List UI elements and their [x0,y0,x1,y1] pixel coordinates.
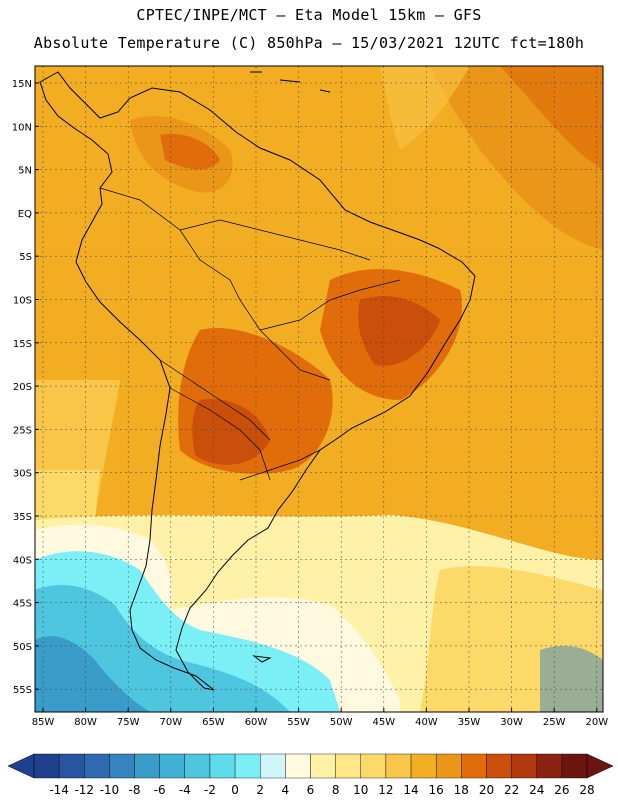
colorbar-label: -10 [100,783,120,797]
colorbar-swatch [58,753,85,779]
lon-label: 65W [202,717,225,728]
colorbar-label: 8 [332,783,340,797]
lon-label: 40W [415,717,438,728]
colorbar-swatch [134,753,160,779]
colorbar-label: 2 [256,783,264,797]
lon-label: 50W [330,717,353,728]
colorbar-swatch [335,753,361,779]
colorbar-swatch [84,753,110,779]
colorbar-swatch [561,753,588,779]
field-veryhot-north [160,133,220,170]
lon-label: 35W [458,717,481,728]
colorbar-label: -12 [74,783,94,797]
colorbar-label: 0 [231,783,239,797]
field-yellow-pacific [35,470,100,525]
colorbar-swatch [33,753,60,779]
colorbar-swatch [536,753,563,779]
border-4 [259,279,401,331]
lon-label: 30W [500,717,523,728]
colorbar-label: 26 [554,783,569,797]
colorbar-swatch [109,753,135,779]
colorbar-label: -6 [154,783,166,797]
colorbar-swatch [184,753,211,779]
colorbar-label: -14 [49,783,69,797]
lat-label: 5N [18,166,32,177]
colorbar-swatch [260,753,286,779]
lat-label: 10S [13,296,32,307]
lon-label: 75W [117,717,140,728]
colorbar-labels: -14 -12 -10 -8 -6 -4 -2 0 2 4 6 8 10 12 14 16 18 20 22 24 26… [49,783,594,797]
lon-label: 80W [74,717,97,728]
temperature-field [35,66,603,712]
colorbar-label: -4 [179,783,191,797]
lat-label: 30S [13,469,32,480]
lat-label: 55S [13,685,32,696]
lat-label: 5S [19,252,32,263]
lat-label: 20S [13,382,32,393]
colorbar-swatch [486,753,512,779]
field-cold-se [540,645,603,712]
colorbar-label: 28 [579,783,594,797]
lon-label: 45W [372,717,395,728]
border-1 [99,187,331,381]
colorbar-swatch [310,753,336,779]
colorbar-label: 4 [282,783,290,797]
lat-label: 15S [13,339,32,350]
colorbar-swatch [285,753,311,779]
field-cold-south [35,636,150,712]
lon-label: 55W [287,717,310,728]
colorbar-label: 20 [479,783,494,797]
colorbar-arrow-left [7,753,35,779]
border-3 [159,359,271,441]
field-veryhot-center [192,399,270,465]
colorbar-label: -8 [129,783,141,797]
border-6 [169,387,271,481]
colorbar [7,753,614,779]
lat-label: EQ [18,209,32,220]
colorbar-label: 22 [504,783,519,797]
map-frame [34,65,604,713]
south-america-coast [39,71,476,691]
title-line-2: Absolute Temperature (C) 850hPa – 15/03/… [33,34,585,52]
longitude-labels: 85W 80W 75W 70W 65W 60W 55W 50W 45W 40W 35W 30W 25W 2… [32,708,608,728]
lon-label: 70W [159,717,182,728]
lon-label: 85W [32,717,55,728]
colorbar-label: 24 [529,783,544,797]
colorbar-label: 10 [353,783,368,797]
lat-label: 50S [13,642,32,653]
lat-label: 45S [13,599,32,610]
colorbar-label: 12 [378,783,393,797]
title-line-1: CPTEC/INPE/MCT – Eta Model 15km – GFS [136,6,482,24]
colorbar-arrow-right [586,753,614,779]
colorbar-label: 18 [454,783,469,797]
colorbar-label: 16 [429,783,444,797]
lon-label: 25W [543,717,566,728]
colorbar-swatch [511,753,537,779]
colorbar-swatch [435,753,462,779]
colorbar-swatch [234,753,261,779]
lat-label: 10N [12,122,32,133]
lat-label: 40S [13,555,32,566]
colorbar-swatch [159,753,186,779]
colorbar-swatch [360,753,387,779]
border-5 [239,449,321,481]
colorbar-label: -2 [204,783,216,797]
field-veryhot-east [358,296,440,366]
field-mild-n [380,66,470,150]
lat-label: 35S [13,512,32,523]
colorbar-swatch [209,753,236,779]
field-hot-ne [500,66,603,170]
latitude-labels: 15N 10N 5N EQ 5S 10S 15S 20S 25S 30S 35S 40S 45S 50S 5… [12,79,39,696]
lat-label: 15N [12,79,32,90]
colorbar-label: 14 [403,783,418,797]
colorbar-swatch [385,753,412,779]
falkland-islands [252,655,272,663]
lon-label: 20W [585,717,608,728]
lon-label: 60W [245,717,268,728]
colorbar-swatch [410,753,437,779]
colorbar-swatch [461,753,487,779]
colorbar-label: 6 [307,783,315,797]
lat-label: 25S [13,425,32,436]
